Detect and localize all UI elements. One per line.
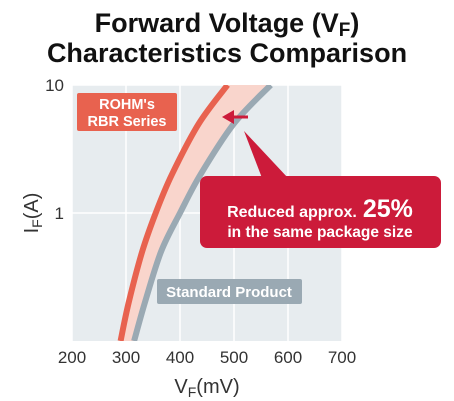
y-tick-label-10: 10 (45, 76, 64, 95)
chart-title-line-2: Characteristics Comparison (47, 38, 407, 68)
rohm-series-legend-box (77, 93, 177, 131)
x-axis-label: VF(mV) (174, 376, 239, 400)
rohm-series-legend-line-1: ROHM's (99, 97, 155, 113)
x-tick-label-400: 400 (166, 348, 194, 367)
y-axis-label: IF(A) (21, 193, 45, 234)
chart-title-line-1: Forward Voltage (VF) (95, 8, 360, 41)
x-tick-label-500: 500 (220, 348, 248, 367)
standard-series-legend-label: Standard Product (166, 284, 292, 301)
x-tick-label-700: 700 (328, 348, 356, 367)
improvement-band (120, 85, 271, 341)
reduction-callout: Reduced approx. 25% in the same package s… (200, 131, 441, 248)
x-tick-label-200: 200 (58, 348, 86, 367)
rohm-series-legend-line-2: RBR Series (88, 114, 167, 130)
standard-series-legend: Standard Product (157, 279, 302, 304)
y-tick-labels: 10 1 (45, 76, 64, 223)
standard-series-legend-box (157, 279, 302, 304)
improvement-arrow (222, 110, 248, 124)
callout-box (200, 176, 441, 248)
rohm-rbr-series-line (117, 85, 230, 341)
callout-line-2: in the same package size (227, 224, 413, 241)
callout-pointer (244, 131, 288, 178)
x-tick-label-600: 600 (274, 348, 302, 367)
callout-line-1: Reduced approx. 25% (227, 195, 413, 223)
x-tick-label-300: 300 (112, 348, 140, 367)
rohm-series-legend: ROHM's RBR Series (77, 93, 177, 131)
x-tick-labels: 200 300 400 500 600 700 (58, 348, 356, 367)
y-tick-label-1: 1 (55, 204, 64, 223)
